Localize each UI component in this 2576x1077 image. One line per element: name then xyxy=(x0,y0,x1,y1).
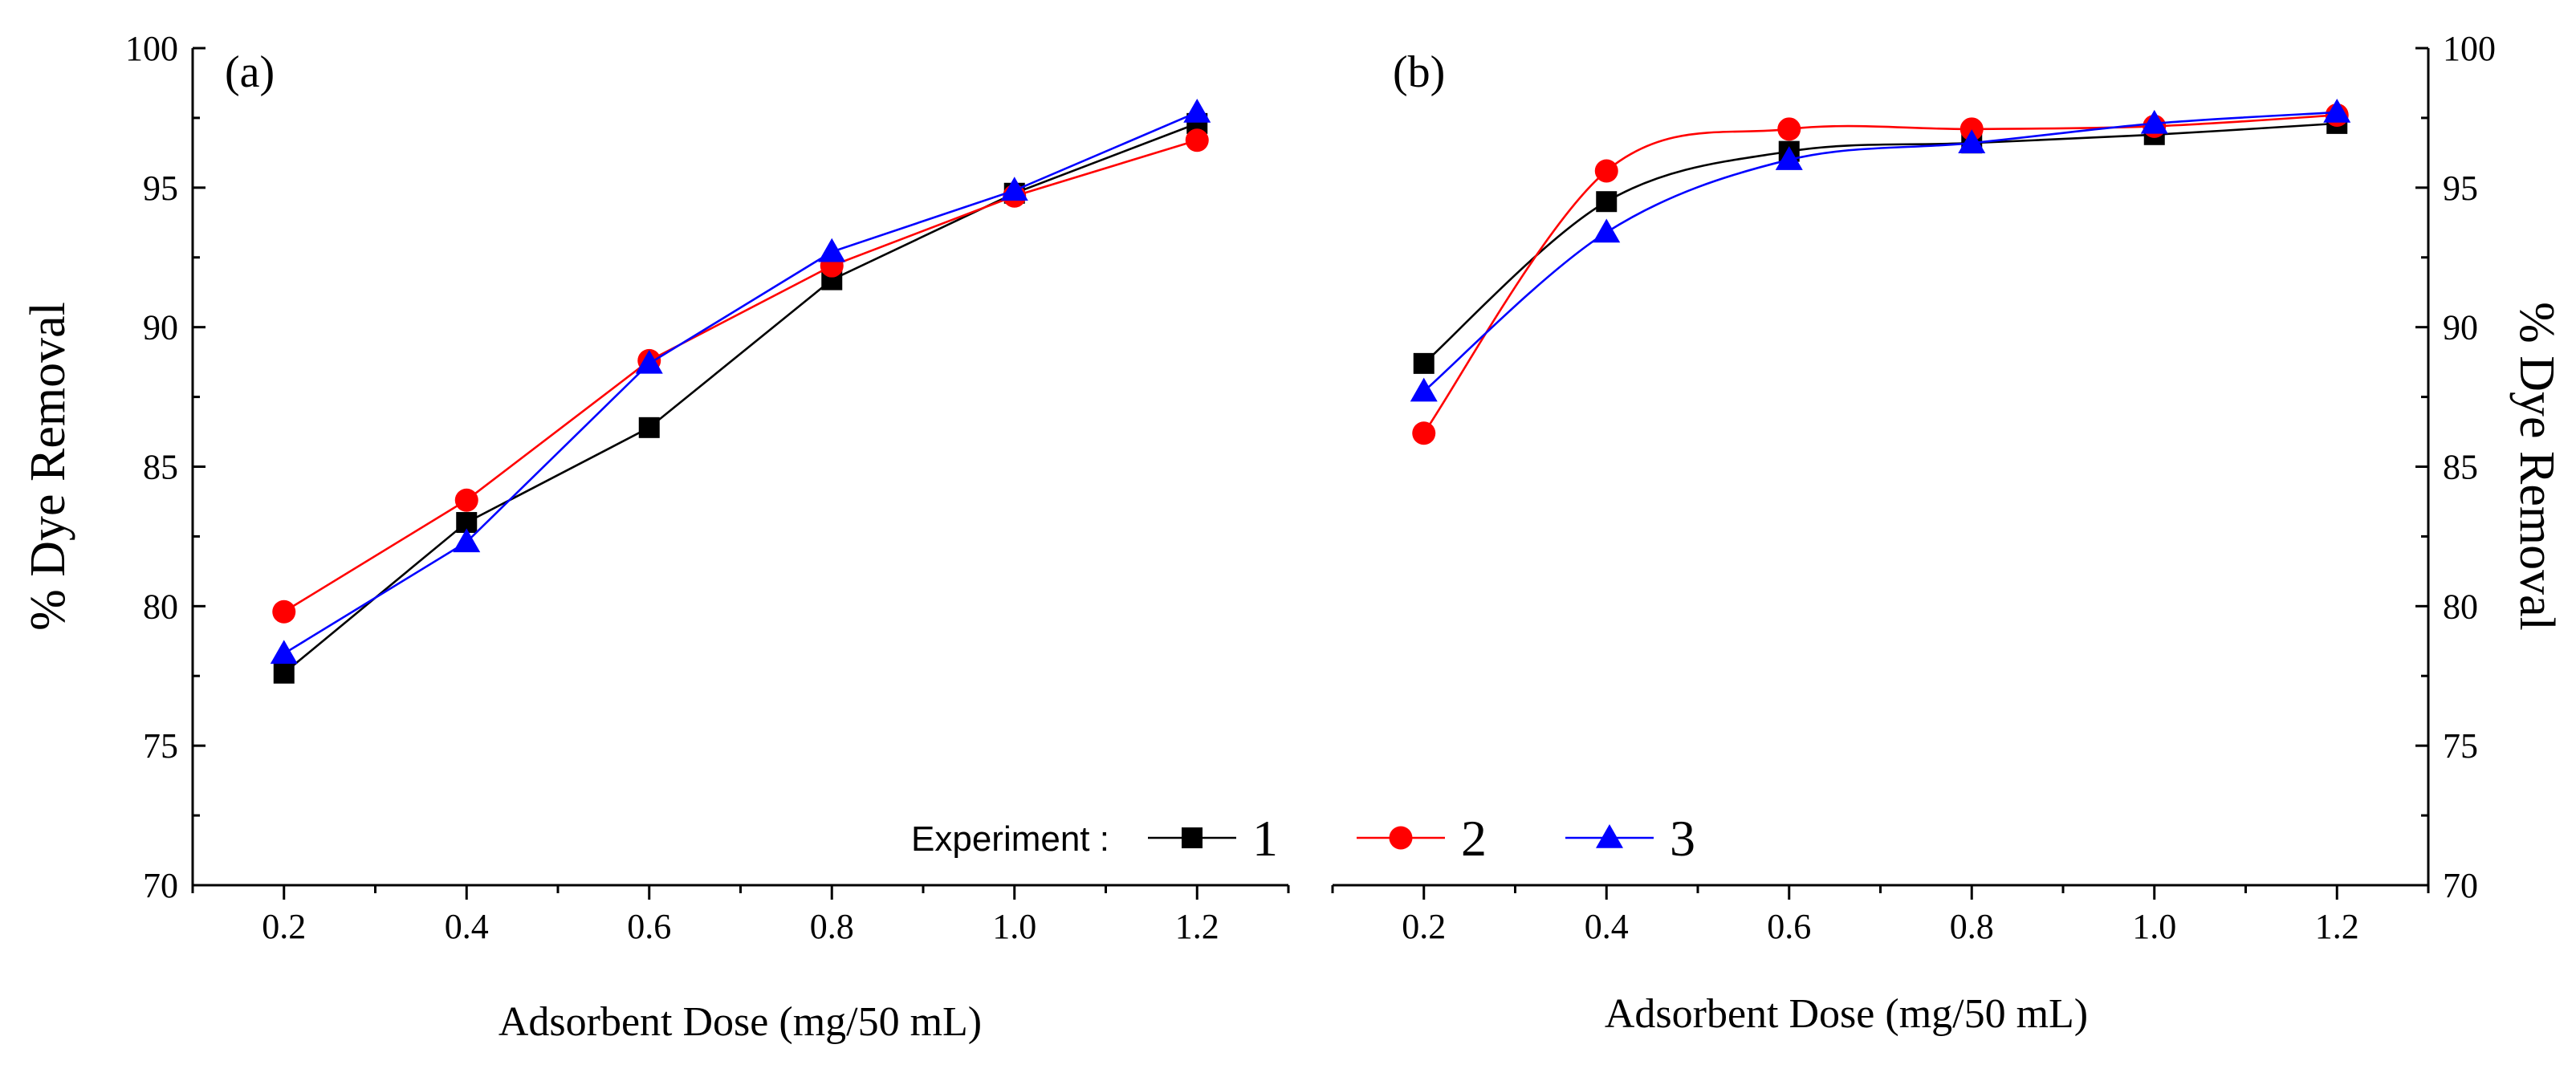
panel-a-ytick-label: 80 xyxy=(143,587,178,626)
panel-b-series-3-point xyxy=(1958,129,1986,153)
panel-a-series-1-point xyxy=(638,417,660,438)
panel-a-xticks: 0.2 0.4 0.6 0.8 1.0 1.2 xyxy=(191,885,1290,946)
panel-a-xtick-label: 1.0 xyxy=(992,907,1036,946)
panel-b-series-3-point xyxy=(1775,146,1803,170)
panel-b-xticks: 0.2 0.4 0.6 0.8 1.0 1.2 xyxy=(1331,885,2430,946)
panel-a-series-2-point xyxy=(454,488,478,512)
panel-a-ytick-label: 85 xyxy=(143,448,178,487)
panel-a: 70 75 80 85 90 95 100 0.2 0.4 0.6 0.8 1.0 1.2 (a) A… xyxy=(21,29,1290,1045)
panel-a-ytick-label: 90 xyxy=(143,308,178,347)
panel-a-ytick-label: 75 xyxy=(143,726,178,766)
panel-a-series-2-line xyxy=(283,139,1198,613)
panel-b-ytick-label: 100 xyxy=(2443,29,2496,68)
panel-b-ytick-label: 75 xyxy=(2443,726,2478,766)
panel-a-yticks: 70 75 80 85 90 95 100 xyxy=(125,29,206,905)
panel-a-xtick-label: 1.2 xyxy=(1175,907,1219,946)
legend-entry-1-label: 1 xyxy=(1252,810,1278,867)
legend-entry-3-marker xyxy=(1596,824,1623,848)
panel-b-series-1-point xyxy=(1596,191,1618,213)
panel-b-series-3-line xyxy=(1422,111,2338,392)
panel-a-label: (a) xyxy=(225,47,275,97)
panel-b-ytick-label: 80 xyxy=(2443,587,2478,626)
panel-b-xtick-label: 0.4 xyxy=(1585,907,1629,946)
panel-a-series-2-point xyxy=(272,599,296,624)
panel-b-yticks: 70 75 80 85 90 95 100 xyxy=(2415,29,2496,905)
panel-b-series-2-point xyxy=(1412,421,1436,445)
legend-entry-1-marker xyxy=(1182,827,1203,848)
panel-b-series-3-point xyxy=(1410,377,1438,402)
panel-a-xtick-label: 0.2 xyxy=(262,907,306,946)
panel-b-series xyxy=(1410,98,2351,445)
panel-a-series-3-point xyxy=(453,528,481,553)
panel-a-series-2-point xyxy=(1185,128,1209,152)
panel-b-series-3-point xyxy=(1593,218,1621,243)
panel-b-ylabel: % Dye Removal xyxy=(2509,302,2564,631)
legend-entries: 1 2 3 xyxy=(1148,810,1695,867)
panel-a-xtick-label: 0.6 xyxy=(627,907,671,946)
panel-a-series-3-point xyxy=(1000,177,1028,201)
legend-title: Experiment : xyxy=(911,819,1109,859)
panel-a-ytick-label: 95 xyxy=(143,169,178,208)
panel-a-series-3-line xyxy=(283,111,1198,655)
panel-b-xtick-label: 0.6 xyxy=(1767,907,1811,946)
panel-b: 70 75 80 85 90 95 100 0.2 0.4 0.6 0.8 1.0 1.2 (b) A… xyxy=(1331,29,2564,1037)
legend-entry-3-label: 3 xyxy=(1670,810,1695,867)
panel-b-ytick-label: 95 xyxy=(2443,169,2478,208)
panel-b-xlabel: Adsorbent Dose (mg/50 mL) xyxy=(1605,991,2088,1037)
panel-b-label: (b) xyxy=(1393,47,1445,97)
panel-a-series-3-point xyxy=(818,238,846,262)
panel-a-ytick-label: 100 xyxy=(125,29,178,68)
panel-b-series-2-point xyxy=(1777,117,1801,141)
panel-b-series-2-point xyxy=(1959,117,1984,141)
panel-b-xtick-label: 1.0 xyxy=(2132,907,2176,946)
panel-b-ytick-label: 90 xyxy=(2443,308,2478,347)
panel-b-series-1-point xyxy=(1413,352,1435,374)
legend: Experiment : 1 2 3 xyxy=(911,810,1695,867)
panel-a-series-1-line xyxy=(283,122,1198,674)
panel-a-series-3-point xyxy=(635,349,663,374)
panel-b-ytick-label: 70 xyxy=(2443,866,2478,905)
panel-b-ytick-label: 85 xyxy=(2443,448,2478,487)
panel-a-series-1-point xyxy=(273,662,295,684)
panel-b-xtick-label: 0.8 xyxy=(1950,907,1994,946)
panel-b-series-2-line xyxy=(1422,114,2338,434)
panel-a-xlabel: Adsorbent Dose (mg/50 mL) xyxy=(499,999,982,1045)
panel-a-series-3-point xyxy=(270,640,298,664)
panel-b-series-2-point xyxy=(1594,159,1618,183)
panel-a-series xyxy=(270,98,1211,684)
legend-entry-2-marker xyxy=(1389,826,1413,850)
panel-a-ytick-label: 70 xyxy=(143,866,178,905)
panel-b-axes xyxy=(1333,48,2430,887)
panel-b-series-1-line xyxy=(1422,122,2338,364)
panel-a-axes xyxy=(191,48,1288,887)
panel-b-xtick-label: 0.2 xyxy=(1402,907,1446,946)
legend-entry-2-label: 2 xyxy=(1461,810,1487,867)
panel-a-ylabel: % Dye Removal xyxy=(21,302,75,631)
panel-b-series-3-point xyxy=(2323,98,2351,123)
panel-b-series-3-point xyxy=(2140,109,2168,134)
panel-a-series-3-point xyxy=(1183,98,1211,123)
panel-a-xtick-label: 0.4 xyxy=(445,907,489,946)
panel-a-xtick-label: 0.8 xyxy=(810,907,854,946)
panel-b-xtick-label: 1.2 xyxy=(2315,907,2359,946)
